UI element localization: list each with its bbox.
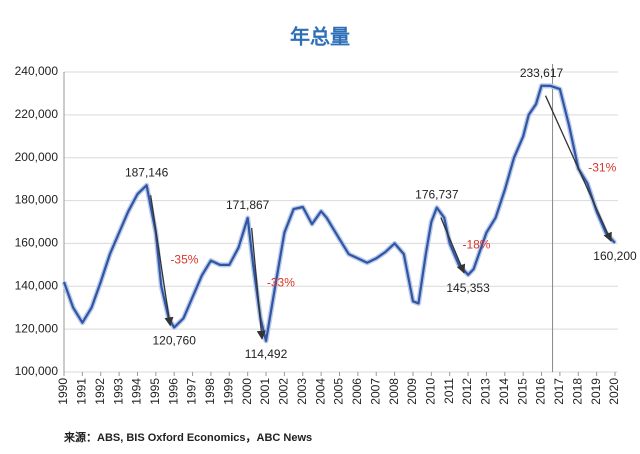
x-tick-label: 1996	[166, 378, 180, 405]
y-tick-label: 120,000	[15, 321, 59, 335]
chart-title: 年总量	[290, 24, 350, 48]
data-label: 171,867	[226, 198, 270, 212]
x-tick-label: 2006	[350, 378, 364, 405]
x-tick-label: 2010	[424, 378, 438, 405]
x-tick-label: 2008	[387, 378, 401, 405]
change-label: -31%	[588, 161, 616, 175]
x-tick-label: 1993	[111, 378, 125, 405]
x-tick-label: 1997	[185, 378, 199, 405]
x-tick-label: 2003	[295, 378, 309, 405]
y-tick-label: 220,000	[15, 107, 59, 121]
change-arrow	[440, 217, 466, 274]
x-tick-label: 1994	[130, 378, 144, 405]
x-tick-label: 2016	[534, 378, 548, 405]
change-label: -18%	[462, 237, 490, 251]
x-tick-label: 1991	[75, 378, 89, 405]
x-tick-label: 2005	[332, 378, 346, 405]
x-tick-label: 1999	[221, 378, 235, 405]
x-tick-label: 2011	[442, 378, 456, 404]
data-line	[62, 84, 616, 342]
x-tick-label: 2017	[552, 378, 566, 405]
change-arrow	[544, 95, 612, 242]
x-tick-label: 2019	[589, 378, 603, 405]
x-tick-label: 1990	[56, 378, 70, 405]
change-arrow	[251, 227, 266, 340]
line-halo	[61, 83, 617, 344]
data-label: 176,737	[415, 188, 459, 202]
x-tick-label: 2014	[497, 378, 511, 405]
x-tick-label: 2015	[515, 378, 529, 405]
x-tick-label: 2001	[258, 378, 272, 405]
x-tick-label: 2012	[460, 378, 474, 405]
change-label: -33%	[267, 276, 295, 290]
y-tick-label: 160,000	[15, 236, 59, 250]
y-tick-label: 240,000	[15, 64, 59, 78]
y-tick-label: 180,000	[15, 193, 59, 207]
data-label: 145,353	[446, 281, 490, 295]
data-label: 233,617	[520, 66, 564, 80]
y-tick-label: 140,000	[15, 278, 59, 292]
x-tick-label: 2013	[479, 378, 493, 405]
x-tick-label: 2020	[607, 378, 621, 405]
y-tick-label: 200,000	[15, 150, 59, 164]
x-tick-label: 1998	[203, 378, 217, 405]
data-label: 120,760	[153, 334, 197, 348]
data-label: 160,200	[593, 249, 637, 263]
x-tick-label: 1995	[148, 378, 162, 405]
y-tick-label: 100,000	[15, 364, 59, 378]
data-label: 187,146	[125, 165, 169, 179]
change-label: -35%	[170, 253, 198, 267]
x-tick-label: 2002	[277, 378, 291, 405]
x-tick-label: 2018	[570, 378, 584, 405]
x-tick-label: 2009	[405, 378, 419, 405]
data-label: 114,492	[245, 347, 288, 361]
change-arrow	[150, 195, 174, 327]
x-tick-label: 2004	[313, 378, 327, 405]
x-tick-label: 1992	[93, 378, 107, 405]
source: 来源：ABS, BIS Oxford Economics，ABC News	[63, 430, 312, 444]
x-tick-label: 2000	[240, 378, 254, 405]
x-tick-label: 2007	[368, 378, 382, 405]
